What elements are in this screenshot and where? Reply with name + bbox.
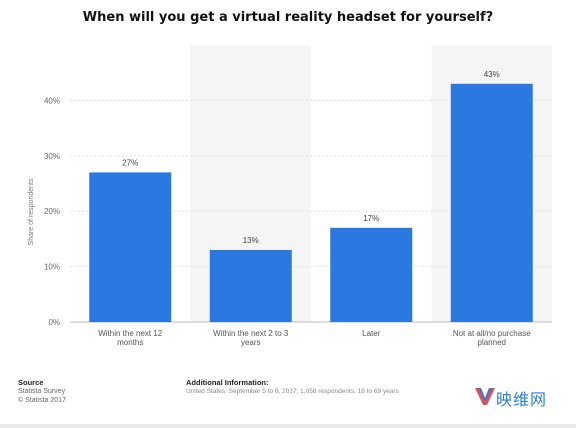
source-line: Statista Survey <box>18 388 66 395</box>
bar-value-label: 27% <box>122 158 138 167</box>
additional-info-block: Additional Information: United States; S… <box>186 378 399 396</box>
additional-info-text: United States; September 5 to 6, 2017; 1… <box>186 388 399 395</box>
chart-title: When will you get a virtual reality head… <box>82 10 494 25</box>
x-tick-label: Not at all/no purchase <box>453 329 531 338</box>
y-tick-label: 30% <box>44 152 60 161</box>
y-tick-label: 40% <box>44 96 60 105</box>
x-tick-label: Within the next 12 <box>98 329 163 338</box>
bar-chart: 0% 10% 20% 30% 40% 27% 13% 17% 43% Within the n… <box>28 69 552 347</box>
bar <box>209 249 292 322</box>
x-tick-label: planned <box>478 338 506 347</box>
bar <box>330 227 413 322</box>
bar-value-label: 43% <box>484 70 500 79</box>
bar-value-label: 13% <box>243 236 259 245</box>
source-line: © Statista 2017 <box>18 397 66 404</box>
logo-text: 映维网 <box>496 390 548 409</box>
value-labels: 27% 13% 17% 43% <box>122 70 500 245</box>
y-axis-label: Share of respondents <box>28 178 35 245</box>
yivian-logo: 映维网 <box>474 385 554 409</box>
y-tick-label: 20% <box>44 207 60 216</box>
y-tick-label: 10% <box>44 263 60 272</box>
x-tick-label: years <box>241 338 261 347</box>
x-tick-label: Later <box>362 329 381 338</box>
bar-value-label: 17% <box>363 214 379 223</box>
x-tick-label: Within the next 2 to 3 <box>213 329 289 338</box>
additional-info-heading: Additional Information: <box>186 378 269 387</box>
bottom-border <box>0 424 576 428</box>
y-tick-label: 0% <box>48 318 60 327</box>
source-heading: Source <box>18 378 44 387</box>
bar <box>89 172 172 322</box>
bars <box>89 83 533 322</box>
bar <box>450 83 533 322</box>
source-block: Source Statista Survey © Statista 2017 <box>18 378 66 405</box>
x-tick-label: months <box>117 338 143 347</box>
y-axis-tick-labels: 0% 10% 20% 30% 40% <box>44 96 60 327</box>
logo-mark-icon <box>475 388 495 405</box>
